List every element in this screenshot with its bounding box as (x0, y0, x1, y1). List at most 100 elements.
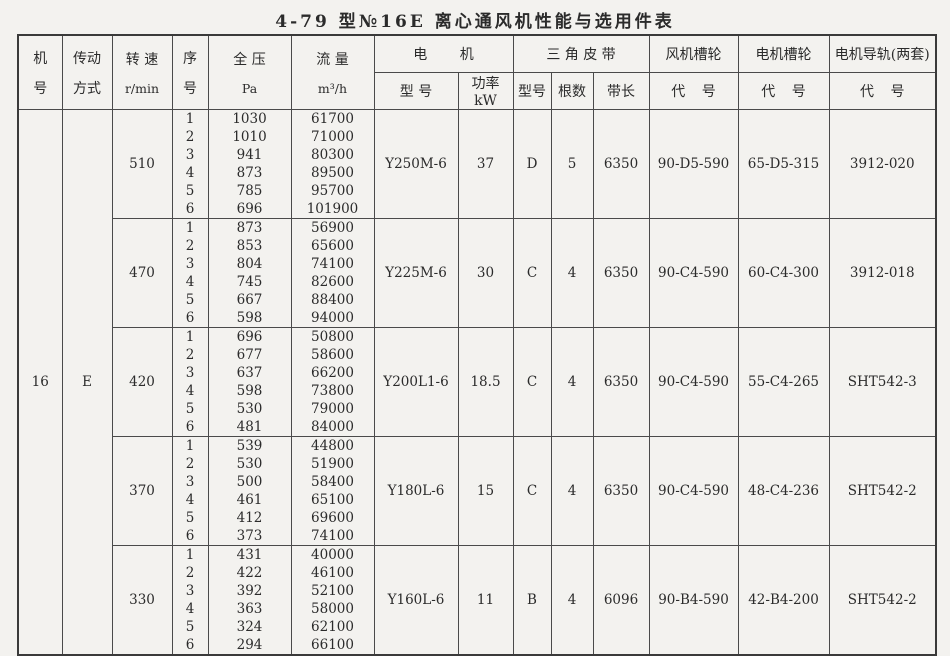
fan-selection-table: 机 号 传动 方式 转 速 r/min 序 号 (17, 34, 938, 656)
belt-count-cell: 4 (550, 545, 594, 656)
header-pressure-line1: 全 压 (233, 52, 266, 69)
belt-type-cell: B (512, 545, 552, 656)
pressure-cell-value: 785 (236, 183, 263, 199)
motor-rail-cell: SHT542-3 (828, 327, 937, 437)
pressure-cell-value: 500 (236, 474, 263, 490)
header-fan-pulley-group: 风机槽轮 (648, 34, 739, 73)
pressure-cell: 1030 1010 941 873 785 696 (207, 109, 292, 219)
flow-cell-value: 51900 (311, 456, 354, 472)
seq-cell-value: 1 (185, 438, 195, 454)
belt-count-cell: 4 (550, 327, 594, 437)
table-header: 机 号 传动 方式 转 速 r/min 序 号 (17, 34, 937, 110)
pressure-cell: 431 422 392 363 324 294 (207, 545, 292, 656)
motor-power-cell: 37 (457, 109, 514, 219)
seq-cell-value: 2 (185, 456, 195, 472)
seq-cell: 1 2 3 4 5 6 (171, 109, 209, 219)
flow-cell-value: 94000 (311, 310, 354, 326)
seq-cell-value: 2 (185, 129, 195, 145)
pressure-cell: 696 677 637 598 530 481 (207, 327, 292, 437)
flow-cell-value: 44800 (311, 438, 354, 454)
header-motor-group: 电 机 (373, 34, 514, 73)
seq-cell-value: 3 (185, 583, 195, 599)
header-seq-line2: 号 (183, 80, 197, 97)
pressure-cell-value: 461 (236, 492, 263, 508)
pressure-cell-value: 696 (236, 201, 263, 217)
flow-cell-value: 95700 (311, 183, 354, 199)
group-row: 16 E 510 1 2 3 4 5 6 1030 1010 941 873 785 696 61700 710… (17, 109, 937, 656)
motor-model-cell: Y250M-6 (373, 109, 459, 219)
flow-cell-value: 65100 (311, 492, 354, 508)
header-motor-pulley-code: 代 号 (737, 72, 830, 110)
seq-cell-value: 4 (185, 274, 195, 290)
flow-cell-value: 58400 (311, 474, 354, 490)
pressure-cell-value: 1030 (232, 111, 267, 127)
motor-power-cell: 15 (457, 436, 514, 546)
belt-length-cell: 6096 (592, 545, 650, 656)
motor-power-cell: 11 (457, 545, 514, 656)
flow-cell-value: 58600 (311, 347, 354, 363)
motor-model-cell: Y225M-6 (373, 218, 459, 328)
machine-no-cell: 16 (17, 109, 63, 656)
belt-length-cell: 6350 (592, 218, 650, 328)
seq-cell-value: 1 (185, 547, 195, 563)
header-drive-line2: 方式 (73, 80, 101, 97)
fan-pulley-cell: 90-D5-590 (648, 109, 739, 219)
seq-cell-value: 3 (185, 474, 195, 490)
pressure-cell-value: 941 (236, 147, 263, 163)
flow-cell-value: 50800 (311, 329, 354, 345)
motor-rail-cell: 3912-018 (828, 218, 937, 328)
header-flow-unit: m³/h (317, 80, 348, 96)
flow-cell-value: 56900 (311, 220, 354, 236)
motor-power-cell: 30 (457, 218, 514, 328)
motor-model-cell: Y180L-6 (373, 436, 459, 546)
header-motor-rail-code: 代 号 (828, 72, 937, 110)
header-motor-pulley-group: 电机槽轮 (737, 34, 830, 73)
flow-cell-value: 61700 (311, 111, 354, 127)
header-pressure: 全 压 Pa (207, 34, 292, 110)
pressure-cell-value: 373 (236, 528, 263, 544)
header-speed-line1: 转 速 (125, 52, 159, 69)
seq-cell-value: 5 (185, 619, 195, 635)
pressure-cell-value: 696 (236, 329, 263, 345)
seq-cell-value: 6 (185, 419, 195, 435)
seq-cell: 1 2 3 4 5 6 (171, 327, 209, 437)
header-seq-line1: 序 (183, 50, 197, 67)
pressure-cell-value: 598 (236, 310, 263, 326)
group-row: 420 1 2 3 4 5 6 696 677 637 598 530 481 50800 58600 662… (18, 327, 937, 437)
motor-pulley-cell: 60-C4-300 (737, 218, 830, 328)
flow-cell-value: 65600 (311, 238, 354, 254)
seq-cell-value: 4 (185, 165, 195, 181)
motor-model-cell: Y200L1-6 (373, 327, 459, 437)
belt-type-cell: C (512, 218, 552, 328)
speed-cell: 510 (111, 109, 173, 219)
pressure-cell-value: 667 (236, 292, 263, 308)
header-drive-mode: 传动 方式 (61, 34, 113, 110)
header-flow-line1: 流 量 (316, 52, 349, 69)
motor-pulley-cell: 42-B4-200 (737, 545, 830, 656)
belt-type-cell: C (512, 436, 552, 546)
header-motor-rail-group: 电机导轨(两套) (828, 34, 937, 73)
seq-cell-value: 3 (185, 147, 195, 163)
seq-cell: 1 2 3 4 5 6 (171, 436, 209, 546)
seq-cell-value: 2 (185, 565, 195, 581)
seq-cell-value: 6 (185, 310, 195, 326)
pressure-cell: 873 853 804 745 667 598 (207, 218, 292, 328)
header-belt-model: 型号 (512, 72, 552, 110)
pressure-cell-value: 1010 (232, 129, 267, 145)
seq-cell-value: 3 (185, 256, 195, 272)
seq-cell-value: 5 (185, 183, 195, 199)
motor-rail-cell: 3912-020 (828, 109, 937, 219)
seq-cell-value: 4 (185, 492, 195, 508)
fan-pulley-cell: 90-C4-590 (648, 218, 739, 328)
seq-cell-value: 2 (185, 347, 195, 363)
seq-cell-value: 5 (185, 510, 195, 526)
belt-count-cell: 4 (550, 218, 594, 328)
pressure-cell-value: 422 (236, 565, 263, 581)
header-speed-unit: r/min (124, 80, 160, 96)
seq-cell-value: 5 (185, 292, 195, 308)
flow-cell-value: 88400 (311, 292, 354, 308)
speed-cell: 370 (111, 436, 173, 546)
seq-cell-value: 5 (185, 401, 195, 417)
pressure-cell-value: 294 (236, 637, 263, 653)
pressure-cell-value: 530 (236, 456, 263, 472)
